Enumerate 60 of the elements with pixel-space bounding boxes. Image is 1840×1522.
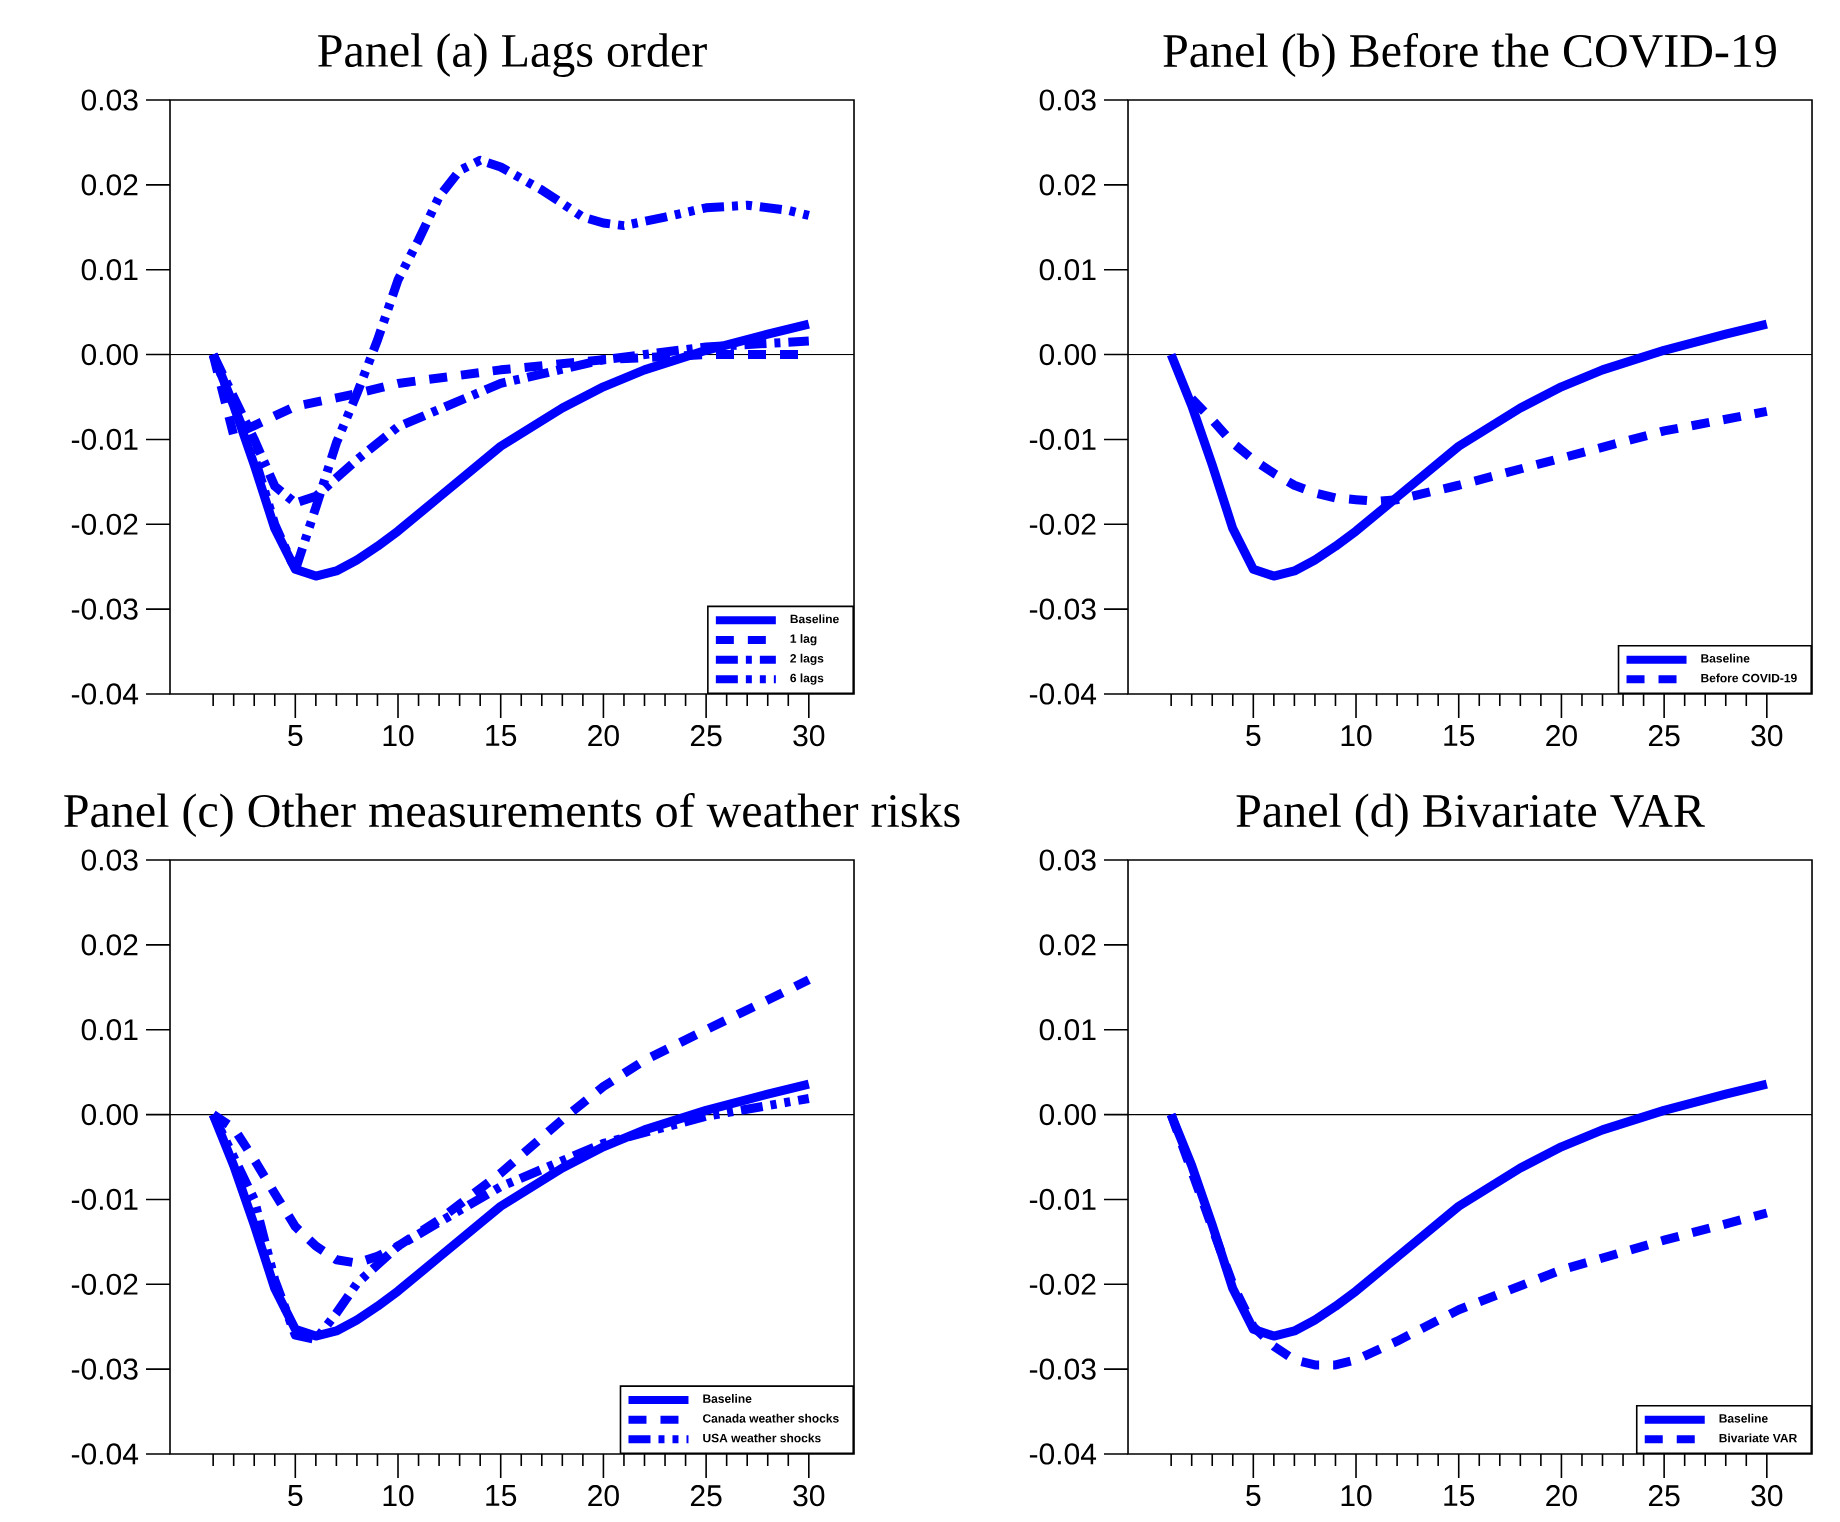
y-tick-label: 0.01 [1039,1019,1096,1041]
y-tick-label: 0.03 [1039,849,1096,871]
x-tick-label: 30 [1751,725,1783,747]
y-tick-label: -0.02 [1029,1273,1096,1295]
y-tick-label: 0.01 [81,259,138,281]
x-tick-label: 30 [1751,1485,1783,1507]
y-tick-label: -0.04 [71,1443,139,1465]
x-tick-label: 20 [1546,1485,1577,1507]
chart-title: Panel (b) Before the COVID-19 [1163,32,1776,77]
x-tick-label: 5 [1246,725,1261,746]
x-tick-label: 10 [383,725,414,747]
y-tick-label: 0.00 [1039,1103,1096,1126]
y-tick-label: -0.02 [71,1273,138,1295]
y-tick-label: 0.00 [81,343,138,366]
y-tick-label: 0.00 [1039,343,1096,366]
x-tick-label: 20 [1546,725,1577,747]
y-tick-label: 0.03 [81,849,138,871]
x-tick-label: 25 [1648,725,1680,747]
x-tick-label: 25 [1648,1485,1680,1507]
x-tick-label: 20 [588,1485,619,1507]
chart-title: Panel (d) Bivariate VAR [1236,793,1705,837]
x-tick-label: 10 [1341,1485,1372,1507]
x-tick-label: 5 [288,1485,303,1506]
y-tick-label: 0.03 [81,89,138,111]
y-tick-label: 0.01 [81,1019,138,1041]
y-tick-label: 0.02 [81,174,138,196]
y-tick-label: -0.04 [71,683,139,705]
x-tick-label: 20 [588,725,619,747]
x-tick-label: 5 [1246,1485,1261,1506]
y-tick-label: 0.01 [1039,259,1096,281]
y-tick-label: -0.02 [1029,513,1096,535]
x-tick-label: 10 [383,1485,414,1507]
y-tick-label: 0.00 [81,1103,138,1126]
x-tick-label: 25 [690,725,722,747]
x-tick-label: 15 [486,1485,517,1506]
y-tick-label: -0.01 [1029,428,1096,451]
y-tick-label: -0.03 [1029,598,1096,620]
y-tick-label: -0.01 [1029,1188,1096,1211]
x-tick-label: 5 [288,725,303,746]
y-tick-label: -0.04 [1029,683,1097,705]
chart-title: Panel (c) Other measurements of weather risks [64,792,960,837]
x-tick-label: 10 [1341,725,1372,747]
y-tick-label: -0.01 [71,1188,138,1211]
y-tick-label: -0.03 [1029,1358,1096,1380]
chart-title: Panel (a) Lags order [318,33,707,77]
y-tick-label: 0.02 [1039,174,1096,196]
x-tick-label: 30 [793,725,825,747]
x-tick-label: 30 [793,1485,825,1507]
x-tick-label: 15 [1444,1485,1475,1506]
y-tick-label: -0.03 [71,1358,138,1380]
y-tick-label: -0.03 [71,598,138,620]
y-tick-label: 0.02 [1039,934,1096,956]
y-tick-label: -0.01 [71,428,138,451]
x-tick-label: 25 [690,1485,722,1507]
y-tick-label: 0.03 [1039,89,1096,111]
x-tick-label: 15 [486,725,517,746]
y-tick-label: 0.02 [81,934,138,956]
x-tick-label: 15 [1444,725,1475,746]
y-tick-label: -0.04 [1029,1443,1097,1465]
y-tick-label: -0.02 [71,513,138,535]
